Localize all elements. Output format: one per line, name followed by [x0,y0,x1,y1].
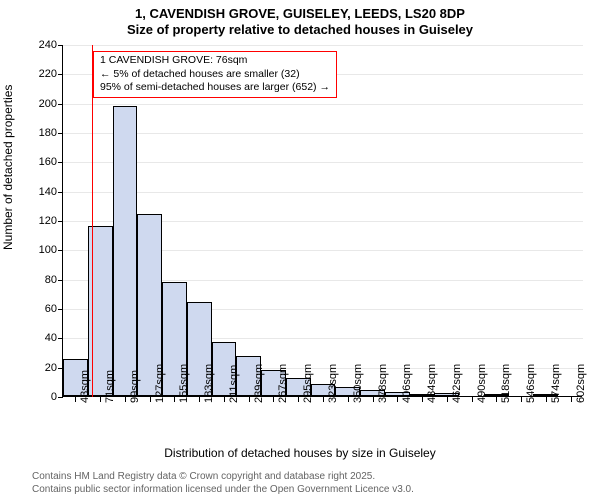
annotation-line: 95% of semi-detached houses are larger (… [100,81,330,95]
x-tick-label: 574sqm [550,364,562,403]
x-tick-label: 99sqm [129,370,141,403]
y-tick-mark [58,192,63,193]
x-tick-label: 546sqm [525,364,537,403]
x-tick-mark [422,397,423,402]
gridline [63,192,583,193]
gridline [63,162,583,163]
x-tick-mark [298,397,299,402]
x-tick-mark [496,397,497,402]
x-tick-label: 239sqm [253,364,265,403]
x-tick-mark [249,397,250,402]
footnote-line-1: Contains HM Land Registry data © Crown c… [32,471,375,482]
y-tick-mark [58,338,63,339]
annotation-line: ← 5% of detached houses are smaller (32) [100,68,330,82]
y-tick-label: 20 [17,362,57,374]
y-tick-label: 140 [17,186,57,198]
y-tick-mark [58,104,63,105]
x-tick-label: 406sqm [401,364,413,403]
y-tick-mark [58,162,63,163]
x-tick-mark [323,397,324,402]
y-tick-label: 60 [17,303,57,315]
y-tick-label: 0 [17,391,57,403]
x-tick-label: 490sqm [476,364,488,403]
y-tick-label: 100 [17,244,57,256]
x-tick-mark [472,397,473,402]
x-tick-mark [75,397,76,402]
x-tick-label: 43sqm [79,370,91,403]
y-tick-mark [58,133,63,134]
y-tick-label: 240 [17,39,57,51]
plot-region: 02040608010012014016018020022024043sqm71… [62,45,582,397]
gridline [63,104,583,105]
annotation-line: 1 CAVENDISH GROVE: 76sqm [100,54,330,68]
x-tick-label: 323sqm [327,364,339,403]
x-tick-label: 295sqm [302,364,314,403]
x-tick-mark [373,397,374,402]
y-tick-label: 160 [17,156,57,168]
gridline [63,45,583,46]
x-axis-label: Distribution of detached houses by size … [0,446,600,460]
x-tick-label: 155sqm [178,364,190,403]
y-tick-label: 80 [17,274,57,286]
x-tick-mark [224,397,225,402]
x-tick-mark [100,397,101,402]
y-axis-label: Number of detached properties [1,85,15,250]
y-tick-mark [58,74,63,75]
y-tick-label: 200 [17,98,57,110]
x-tick-label: 211sqm [228,365,240,403]
y-tick-mark [58,221,63,222]
x-tick-mark [447,397,448,402]
x-tick-label: 267sqm [277,364,289,403]
histogram-bar [113,106,138,396]
x-tick-label: 378sqm [377,364,389,403]
y-tick-label: 220 [17,68,57,80]
x-tick-mark [150,397,151,402]
y-tick-mark [58,45,63,46]
x-tick-mark [273,397,274,402]
x-tick-label: 350sqm [352,364,364,403]
x-tick-mark [348,397,349,402]
x-tick-mark [174,397,175,402]
x-tick-mark [397,397,398,402]
y-tick-mark [58,397,63,398]
y-tick-label: 120 [17,215,57,227]
x-tick-label: 462sqm [451,364,463,403]
y-tick-mark [58,280,63,281]
annotation-box: 1 CAVENDISH GROVE: 76sqm← 5% of detached… [93,51,337,98]
chart-subtitle: Size of property relative to detached ho… [0,22,600,37]
chart-area: 02040608010012014016018020022024043sqm71… [62,45,582,397]
x-tick-mark [546,397,547,402]
y-tick-mark [58,250,63,251]
y-tick-mark [58,309,63,310]
x-tick-mark [199,397,200,402]
x-tick-label: 434sqm [426,364,438,403]
x-tick-label: 71sqm [104,370,116,403]
x-tick-label: 183sqm [203,364,215,403]
x-tick-mark [571,397,572,402]
x-tick-label: 518sqm [500,364,512,403]
y-tick-label: 40 [17,332,57,344]
x-tick-mark [125,397,126,402]
gridline [63,133,583,134]
chart-title: 1, CAVENDISH GROVE, GUISELEY, LEEDS, LS2… [0,6,600,21]
x-tick-label: 127sqm [154,364,166,403]
x-tick-label: 602sqm [575,364,587,403]
y-tick-label: 180 [17,127,57,139]
footnote-line-2: Contains public sector information licen… [32,484,414,495]
x-tick-mark [521,397,522,402]
